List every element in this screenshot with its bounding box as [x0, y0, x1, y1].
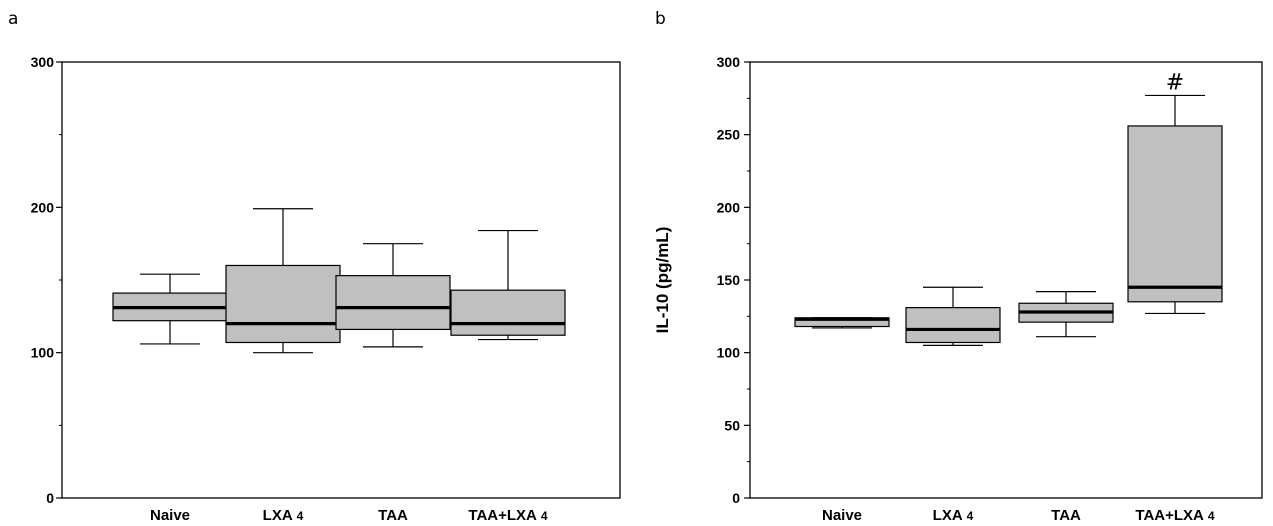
- panel-a-x-category-label: LXA 4: [263, 507, 304, 524]
- panel-b-x-category-label: LXA 4: [933, 507, 974, 524]
- panel-a-box-2: [225, 208, 341, 354]
- panel-a: a 0 100 200 300 Naive LXA 4 TAA TAA+LXA 4: [8, 9, 621, 524]
- panel-b-box-1: [794, 317, 890, 329]
- panel-b-letter: b: [655, 9, 666, 29]
- panel-a-box-3: [335, 243, 451, 348]
- panel-b-y-axis-label: IL-10 (pg/mL): [653, 227, 672, 334]
- panel-b-chart-marks: 0 50 100 150 200 250 300 Naive LXA 4 TAA TAA+LXA 4 #: [717, 54, 1223, 524]
- box-body: [905, 307, 1001, 344]
- subscript: 4: [541, 509, 548, 523]
- panel-b-y-tick-label: 250: [717, 127, 741, 143]
- panel-a-letter: a: [8, 9, 18, 29]
- box-body: [1127, 125, 1223, 303]
- panel-a-y-tick-label: 100: [31, 345, 55, 361]
- panel-a-box-4: [450, 229, 566, 341]
- subscript: 4: [297, 509, 304, 523]
- panel-b-y-tick-label: 300: [717, 54, 741, 70]
- panel-b-box-3: [1018, 291, 1114, 338]
- panel-b-y-tick-label: 0: [732, 490, 740, 506]
- panel-a-box-1: [112, 273, 228, 345]
- panel-b: b IL-10 (pg/mL) 0 50 100 150 200 250 300 Naive L…: [653, 9, 1263, 524]
- panel-b-box-4: [1127, 94, 1223, 315]
- panel-a-y-tick-label: 0: [46, 490, 54, 506]
- subscript: 4: [1208, 509, 1215, 523]
- panel-b-x-category-label: TAA+LXA 4: [1135, 507, 1214, 524]
- panel-b-significance-marker: #: [1166, 70, 1184, 95]
- panel-b-x-category-label: TAA: [1051, 507, 1081, 524]
- panel-a-x-category-label: TAA: [378, 507, 408, 524]
- panel-b-box-2: [905, 286, 1001, 346]
- panel-b-y-tick-label: 200: [717, 199, 741, 215]
- box-body: [225, 264, 341, 344]
- panel-b-x-category-label: Naive: [822, 507, 862, 524]
- box-body: [450, 289, 566, 336]
- panel-a-chart-marks: 0 100 200 300 Naive LXA 4 TAA TAA+LXA 4: [31, 54, 566, 524]
- panel-a-x-category-label: TAA+LXA 4: [468, 507, 547, 524]
- panel-b-y-tick-label: 50: [724, 417, 740, 433]
- panel-b-y-tick-label: 150: [717, 272, 741, 288]
- subscript: 4: [967, 509, 974, 523]
- panel-a-x-category-label: Naive: [150, 507, 190, 524]
- panel-a-y-tick-label: 200: [31, 199, 55, 215]
- panel-b-y-tick-label: 100: [717, 345, 741, 361]
- panel-a-y-tick-label: 300: [31, 54, 55, 70]
- box-body: [335, 275, 451, 331]
